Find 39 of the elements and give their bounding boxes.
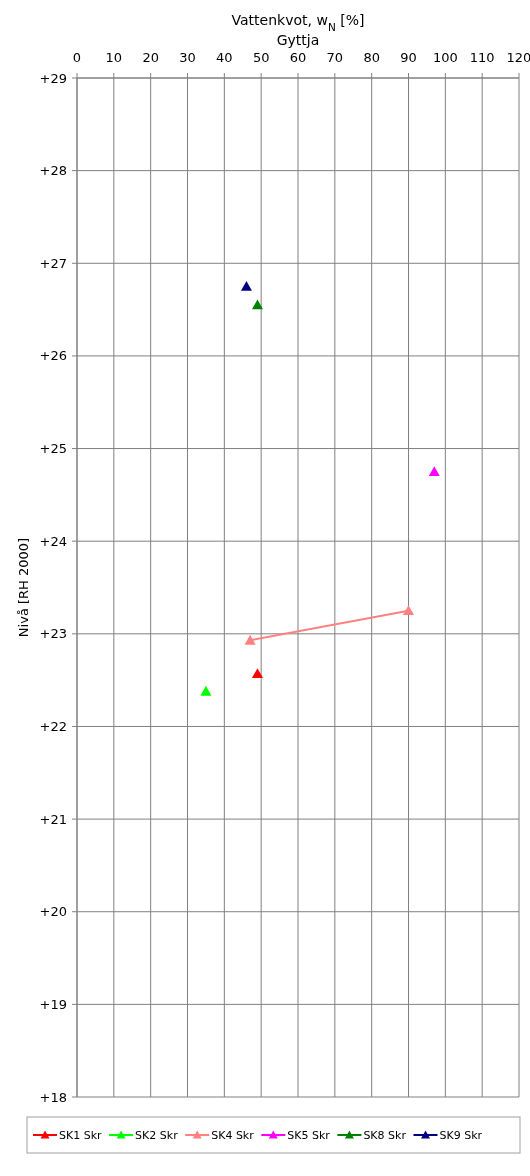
legend-label: SK1 Skr: [59, 1128, 103, 1142]
legend-label: SK8 Skr: [363, 1128, 407, 1142]
x-axis-title: Vattenkvot, w$_{N}$ [%]: [231, 12, 365, 33]
x-tick-label: 10: [105, 50, 123, 65]
x-tick-label: 30: [179, 50, 196, 65]
legend-label: SK4 Skr: [211, 1128, 255, 1142]
x-tick-label: 110: [469, 50, 495, 65]
x-tick-label: 20: [142, 50, 159, 65]
y-tick-label: +24: [39, 533, 67, 549]
point: [428, 466, 440, 477]
point: [251, 668, 263, 679]
y-tick-label: +26: [39, 348, 67, 364]
point: [240, 280, 252, 291]
y-tick-label: +25: [39, 441, 67, 457]
y-tick-label: +22: [39, 719, 67, 734]
y-tick-label: +23: [39, 626, 67, 642]
y-tick-label: +29: [39, 70, 67, 86]
y-tick-label: +18: [39, 1089, 67, 1105]
point: [200, 685, 212, 696]
chart-title: Gyttja: [276, 32, 320, 48]
legend-label: SK9 Skr: [439, 1128, 483, 1142]
y-axis-title: Nivå [RH 2000]: [16, 537, 31, 638]
x-tick-label: 90: [400, 50, 417, 65]
x-tick-label: 50: [252, 50, 270, 65]
point: [251, 299, 263, 310]
x-tick-label: 70: [326, 50, 344, 65]
x-tick-label: 80: [363, 50, 380, 65]
legend-label: SK2 Skr: [135, 1128, 179, 1142]
y-tick-label: +21: [39, 811, 67, 827]
y-tick-label: +28: [39, 163, 67, 179]
x-tick-label: 120: [506, 50, 530, 65]
legend-label: SK5 Skr: [287, 1128, 331, 1142]
x-tick-label: 40: [216, 50, 233, 65]
y-tick-label: +19: [39, 996, 67, 1012]
x-tick-label: 100: [432, 50, 458, 65]
y-tick-label: +20: [39, 904, 67, 920]
x-tick-label: 0: [72, 50, 82, 65]
y-tick-label: +27: [39, 255, 67, 271]
x-tick-label: 60: [289, 50, 307, 65]
